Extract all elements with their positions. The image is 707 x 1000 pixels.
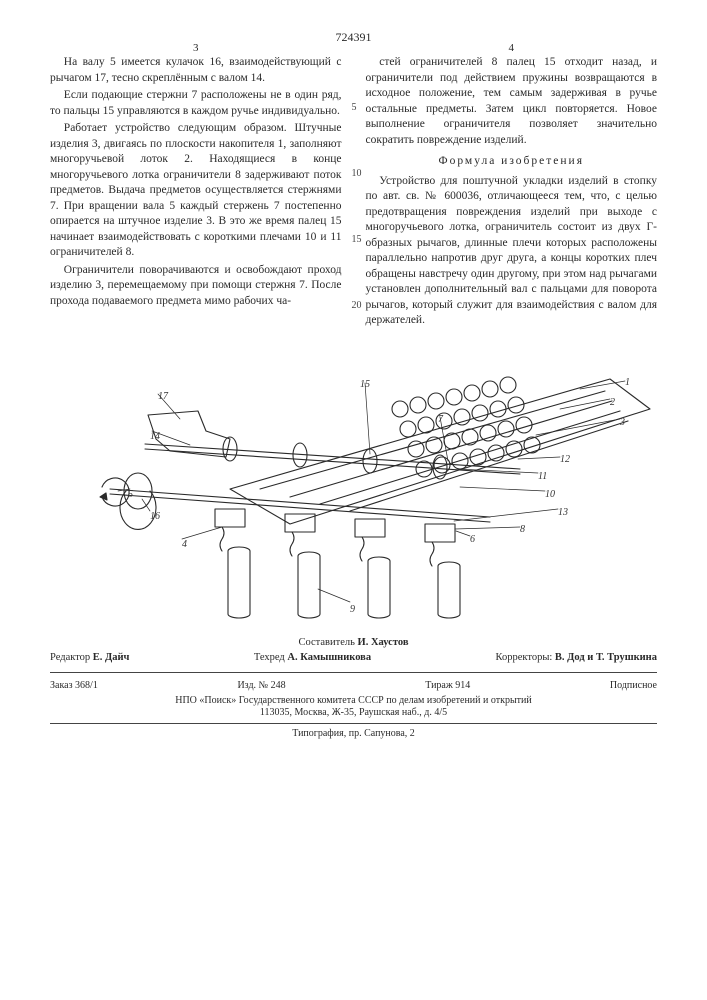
mechanism-figure: 1 2 3 15 17 14 5 16 4 6 7 11 10 12 13 8 … xyxy=(50,339,657,619)
addr-line: 113035, Москва, Ж-35, Раушская наб., д. … xyxy=(50,707,657,719)
sign: Подписное xyxy=(610,680,657,692)
proof-names: В. Дод и Т. Трушкина xyxy=(555,652,657,663)
para-l3: Работает устройство следующим образом. Ш… xyxy=(50,121,342,261)
line-mark-5: 5 xyxy=(352,101,357,115)
tir-label: Тираж xyxy=(425,680,453,691)
izd-label: Изд. xyxy=(237,680,256,691)
fig-label-15: 15 xyxy=(360,379,370,390)
right-column: 4 5 10 15 20 стей ограничителей 8 палец … xyxy=(366,55,658,331)
fig-label-9: 9 xyxy=(350,604,355,615)
fig-label-11: 11 xyxy=(538,471,547,482)
fig-label-5: 5 xyxy=(128,489,133,500)
two-column-body: 3 На валу 5 имеется кулачок 16, взаимоде… xyxy=(50,55,657,331)
fig-label-1: 1 xyxy=(625,377,630,388)
org-line: НПО «Поиск» Государственного комитета СС… xyxy=(50,695,657,707)
left-column: 3 На валу 5 имеется кулачок 16, взаимоде… xyxy=(50,55,342,331)
fig-label-10: 10 xyxy=(545,489,555,500)
colophon: Составитель И. Хаустов Редактор Е. Дайч … xyxy=(50,637,657,739)
fig-label-17: 17 xyxy=(158,391,168,402)
left-col-number: 3 xyxy=(193,41,199,56)
fig-label-12: 12 xyxy=(560,454,570,465)
fig-label-3: 3 xyxy=(620,417,625,428)
line-mark-10: 10 xyxy=(352,167,362,181)
para-l4: Ограничители поворачиваются и освобождаю… xyxy=(50,263,342,310)
izd-num: № 248 xyxy=(259,680,286,691)
para-l2: Если подающие стержни 7 расположены не в… xyxy=(50,88,342,119)
para-r2: Устройство для поштучной укладки изделий… xyxy=(366,174,658,329)
proof-label: Корректоры: xyxy=(496,652,553,663)
fig-label-4: 4 xyxy=(182,539,187,550)
order-label: Заказ xyxy=(50,680,73,691)
editor-name: Е. Дайч xyxy=(93,652,130,663)
fig-label-2: 2 xyxy=(610,397,615,408)
line-mark-15: 15 xyxy=(352,233,362,247)
editor-label: Редактор xyxy=(50,652,90,663)
print-line: Типография, пр. Сапунова, 2 xyxy=(50,728,657,739)
claims-heading: Формула изобретения xyxy=(366,154,658,170)
fig-label-7: 7 xyxy=(438,414,443,425)
line-mark-20: 20 xyxy=(352,299,362,313)
fig-label-13: 13 xyxy=(558,507,568,518)
fig-label-6: 6 xyxy=(470,534,475,545)
tech-name: А. Камышникова xyxy=(287,652,371,663)
fig-label-14: 14 xyxy=(150,431,160,442)
tir-num: 914 xyxy=(455,680,470,691)
patent-number: 724391 xyxy=(50,30,657,45)
para-l1: На валу 5 имеется кулачок 16, взаимодейс… xyxy=(50,55,342,86)
compiler-name: И. Хаустов xyxy=(358,637,409,648)
tech-label: Техред xyxy=(254,652,285,663)
fig-label-8: 8 xyxy=(520,524,525,535)
compiler-label: Составитель xyxy=(298,637,354,650)
para-r1: стей ограничителей 8 палец 15 отходит на… xyxy=(366,55,658,148)
order-num: 368/1 xyxy=(75,680,98,691)
right-col-number: 4 xyxy=(509,41,515,56)
fig-label-16: 16 xyxy=(150,511,160,522)
